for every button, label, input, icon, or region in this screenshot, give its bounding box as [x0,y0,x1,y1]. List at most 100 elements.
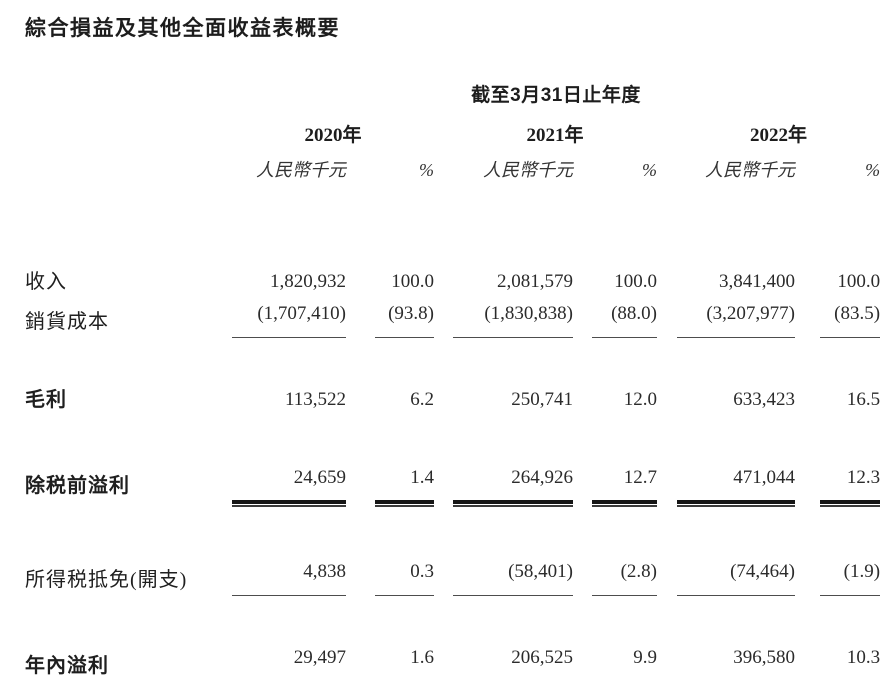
cell-percent-2022: (1.9) [820,556,881,596]
gap-cell [346,266,375,298]
cell-percent-2020: 100.0 [391,271,434,292]
income-statement-table: 截至3月31日止年度 2020年 2021年 2022年 人民幣千元 % 人民幣… [25,80,881,679]
year-header-2020: 2020年 [304,125,362,146]
cell-amount-2022: (74,464) [677,556,795,596]
gap-cell [434,266,453,298]
period-header: 截至3月31日止年度 [471,85,641,106]
gap-cell [573,642,592,679]
gap-cell [573,556,592,596]
cell-percent-2022: 10.3 [820,642,881,679]
gap-cell [346,298,375,338]
table-row-profit-before-tax: 除税前溢利 24,659 1.4 264,926 12.7 471,044 12… [25,462,881,507]
year-header-2022: 2022年 [750,125,808,146]
cell-percent-2022: 16.5 [846,389,881,410]
year-header-row: 2020年 2021年 2022年 [25,108,880,147]
unit-header-row: 人民幣千元 % 人民幣千元 % 人民幣千元 % [25,147,880,182]
row-label: 銷貨成本 [25,310,109,333]
cell-percent-2021: 100.0 [614,271,657,292]
gap-cell [346,147,375,182]
gap-cell [657,384,677,416]
cell-percent-2021: 12.7 [592,462,657,507]
cell-percent-2021: 12.0 [623,389,657,410]
cell-amount-2021: (1,830,838) [453,298,573,338]
gap-cell [657,266,677,298]
gap-cell [657,556,677,596]
row-label: 年內溢利 [25,655,109,677]
unit-header-2020: 人民幣千元 [256,160,346,180]
gap-cell [795,462,820,502]
spacer-row [25,596,880,643]
gap-cell [573,147,592,182]
table-row-cost-of-sales: 銷貨成本 (1,707,410) (93.8) (1,830,838) (88.… [25,298,881,338]
gap-cell [573,384,592,416]
cell-amount-2022: 3,841,400 [719,271,795,292]
gap-cell [346,462,375,502]
cell-amount-2022: (3,207,977) [677,298,795,338]
gap-cell [657,108,677,147]
percent-header-2022: % [865,160,881,180]
row-label: 毛利 [25,389,67,411]
unit-header-2022: 人民幣千元 [705,160,795,180]
empty-cell [25,147,232,182]
gap-cell [434,384,453,416]
row-label: 除税前溢利 [25,475,130,497]
spacer-row [25,502,880,556]
cell-amount-2022: 396,580 [677,642,795,679]
cell-amount-2021: 2,081,579 [497,271,573,292]
period-header-row: 截至3月31日止年度 [25,80,880,108]
cell-amount-2020: 24,659 [232,462,346,507]
gap-cell [346,556,375,596]
spacer-row [25,338,880,385]
gap-cell [795,266,820,298]
cell-amount-2020: (1,707,410) [232,298,346,338]
row-label: 收入 [25,271,67,293]
gap-cell [434,108,453,147]
table-row-gross-profit: 毛利 113,522 6.2 250,741 12.0 633,423 16.5 [25,384,880,416]
table-row-revenue: 收入 1,820,932 100.0 2,081,579 100.0 3,841… [25,266,880,298]
empty-cell [25,80,232,108]
cell-percent-2020: 1.6 [375,642,434,679]
cell-amount-2021: 250,741 [511,389,573,410]
unit-header-2021: 人民幣千元 [483,160,573,180]
gap-cell [573,266,592,298]
table-row-profit-for-year: 年內溢利 29,497 1.6 206,525 9.9 396,580 10.3 [25,642,881,679]
gap-cell [434,556,453,596]
cell-percent-2022: 100.0 [837,271,881,292]
cell-amount-2020: 1,820,932 [270,271,346,292]
cell-percent-2021: (88.0) [592,298,657,338]
gap-cell [434,462,453,502]
gap-cell [657,298,677,338]
gap-cell [795,298,820,338]
gap-cell [434,147,453,182]
cell-amount-2020: 4,838 [232,556,346,596]
gap-cell [795,147,820,182]
cell-percent-2020: (93.8) [375,298,434,338]
gap-cell [795,556,820,596]
cell-percent-2021: (2.8) [592,556,657,596]
cell-amount-2022: 633,423 [733,389,795,410]
gap-cell [434,642,453,679]
cell-amount-2020: 29,497 [232,642,346,679]
gap-cell [346,642,375,679]
cell-percent-2020: 1.4 [375,462,434,507]
spacer-row [25,182,880,266]
cell-percent-2020: 0.3 [375,556,434,596]
empty-cell [25,108,232,147]
row-label: 所得税抵免(開支) [25,568,188,591]
gap-cell [434,298,453,338]
gap-cell [346,384,375,416]
cell-amount-2021: (58,401) [453,556,573,596]
gap-cell [795,642,820,679]
cell-percent-2022: 12.3 [820,462,881,507]
gap-cell [573,298,592,338]
table-row-income-tax: 所得税抵免(開支) 4,838 0.3 (58,401) (2.8) (74,4… [25,556,881,596]
cell-amount-2021: 206,525 [453,642,573,679]
gap-cell [795,384,820,416]
percent-header-2020: % [419,160,434,180]
gap-cell [657,642,677,679]
year-header-2021: 2021年 [526,125,584,146]
cell-amount-2022: 471,044 [677,462,795,507]
page-title: 綜合損益及其他全面收益表概要 [25,17,340,40]
spacer-row [25,416,880,462]
